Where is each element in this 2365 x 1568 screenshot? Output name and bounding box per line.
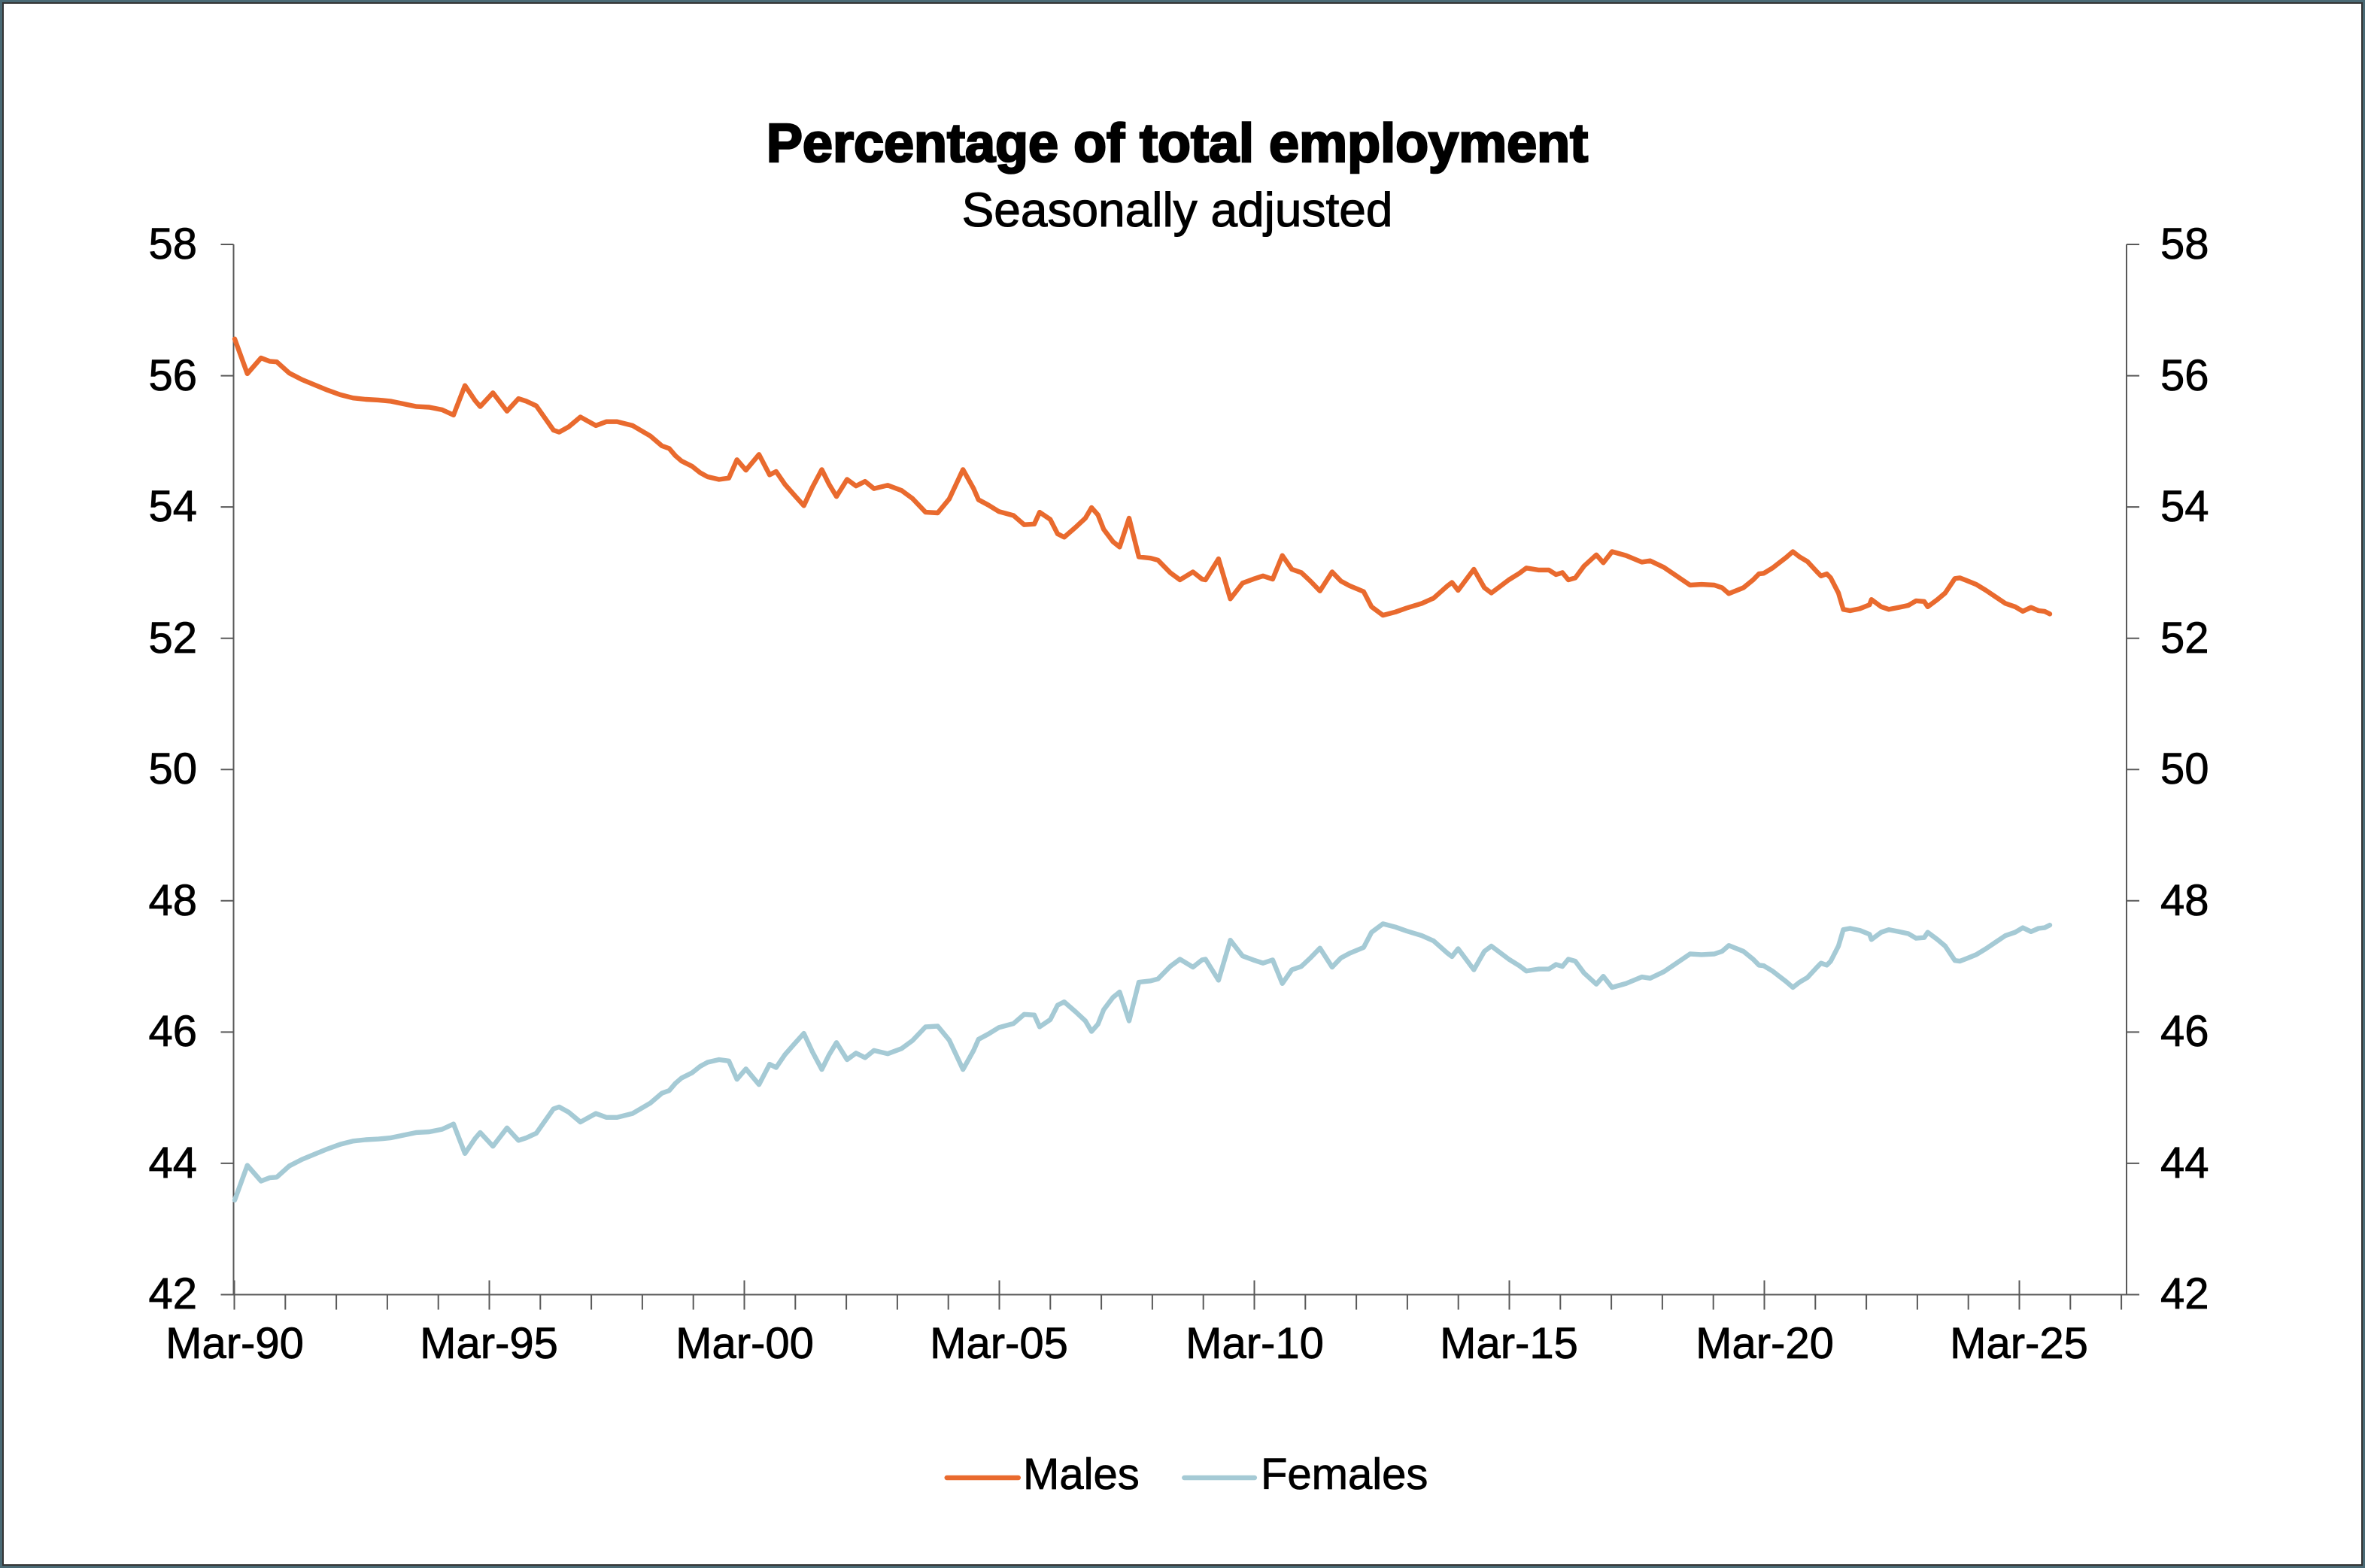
svg-text:Mar-25: Mar-25 xyxy=(1950,1319,2088,1368)
svg-text:58: 58 xyxy=(148,220,197,268)
svg-text:56: 56 xyxy=(148,351,197,400)
svg-text:54: 54 xyxy=(2160,482,2209,531)
svg-text:Mar-95: Mar-95 xyxy=(420,1319,558,1368)
svg-text:50: 50 xyxy=(2160,745,2209,793)
svg-text:Seasonally adjusted: Seasonally adjusted xyxy=(962,183,1393,237)
svg-text:42: 42 xyxy=(2160,1269,2209,1318)
svg-text:Mar-15: Mar-15 xyxy=(1440,1319,1578,1368)
svg-text:Mar-20: Mar-20 xyxy=(1696,1319,1834,1368)
svg-text:52: 52 xyxy=(148,614,197,663)
svg-text:46: 46 xyxy=(148,1007,197,1056)
svg-text:46: 46 xyxy=(2160,1007,2209,1056)
svg-text:Percentage of total employment: Percentage of total employment xyxy=(767,114,1588,174)
svg-text:48: 48 xyxy=(148,876,197,925)
svg-text:42: 42 xyxy=(148,1269,197,1318)
svg-text:Mar-00: Mar-00 xyxy=(675,1319,814,1368)
svg-text:Males: Males xyxy=(1023,1450,1140,1499)
svg-text:Mar-10: Mar-10 xyxy=(1186,1319,1324,1368)
svg-text:56: 56 xyxy=(2160,351,2209,400)
svg-text:52: 52 xyxy=(2160,614,2209,663)
svg-text:Mar-90: Mar-90 xyxy=(165,1319,304,1368)
svg-text:50: 50 xyxy=(148,745,197,793)
svg-text:44: 44 xyxy=(2160,1139,2209,1187)
svg-text:58: 58 xyxy=(2160,220,2209,268)
svg-text:48: 48 xyxy=(2160,876,2209,925)
svg-text:54: 54 xyxy=(148,482,197,531)
svg-text:Females: Females xyxy=(1261,1450,1428,1499)
svg-text:44: 44 xyxy=(148,1139,197,1187)
svg-text:Mar-05: Mar-05 xyxy=(930,1319,1068,1368)
